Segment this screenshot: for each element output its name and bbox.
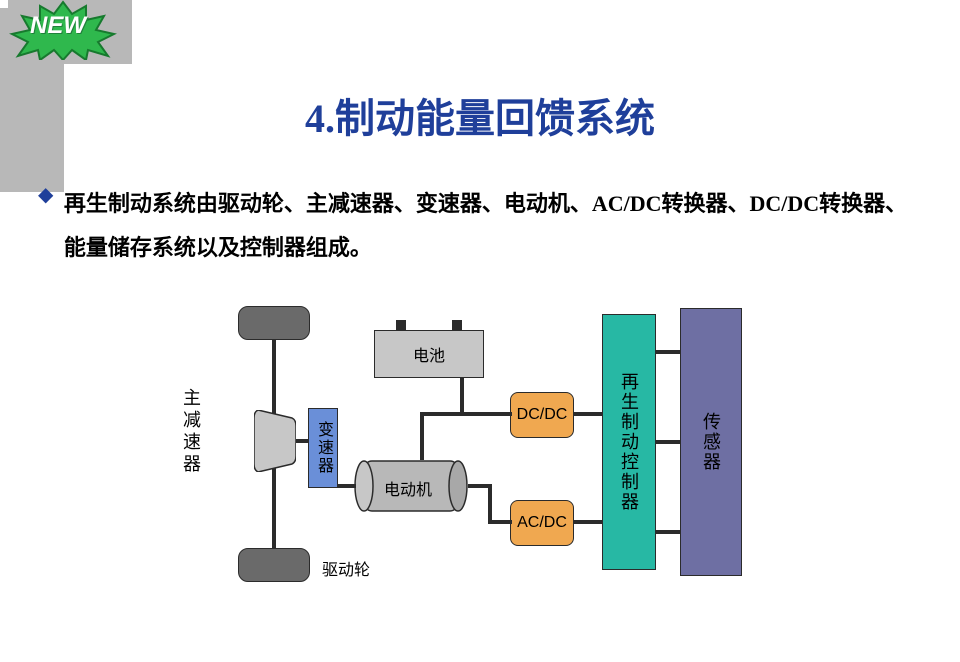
- battery-terminal-1: [396, 320, 406, 330]
- bullet-block: ◆ 再生制动系统由驱动轮、主减速器、变速器、电动机、AC/DC转换器、DC/DC…: [38, 182, 922, 270]
- label-drive-wheel: 驱动轮: [322, 556, 370, 580]
- label-sensor: 传感器: [698, 412, 724, 472]
- slide-title-wrap: 4.制动能量回馈系统: [0, 86, 960, 144]
- edge-bus-to-dcdc: [420, 412, 512, 416]
- edge-ctrl-sensor-1: [656, 350, 680, 354]
- node-acdc: AC/DC: [510, 500, 574, 546]
- system-diagram: 主减速器 变速器 电动机 电池 DC/DC: [160, 300, 800, 600]
- edge-motor-down: [488, 484, 492, 522]
- node-gearbox: 变速器: [308, 408, 338, 488]
- node-controller: 再生制动控制器: [602, 314, 656, 570]
- edge-ctrl-sensor-3: [656, 530, 680, 534]
- label-battery: 电池: [413, 342, 445, 366]
- slide-title: 4.制动能量回馈系统: [305, 96, 655, 141]
- slide: NEW 4.制动能量回馈系统 ◆ 再生制动系统由驱动轮、主减速器、变速器、电动机…: [0, 0, 960, 662]
- bullet-marker-icon: ◆: [38, 182, 53, 207]
- edge-dcdc-controller: [574, 412, 602, 416]
- label-controller: 再生制动控制器: [616, 372, 642, 512]
- edge-gearbox-motor: [338, 484, 356, 488]
- node-reducer: [254, 410, 296, 472]
- node-wheel-top: [238, 306, 310, 340]
- bullet-text: 再生制动系统由驱动轮、主减速器、变速器、电动机、AC/DC转换器、DC/DC转换…: [64, 182, 910, 270]
- label-reducer: 主减速器: [178, 388, 204, 476]
- edge-ctrl-sensor-2: [656, 440, 680, 444]
- node-dcdc: DC/DC: [510, 392, 574, 438]
- label-gearbox: 变速器: [311, 421, 335, 475]
- node-wheel-bottom: [238, 548, 310, 582]
- edge-motor-up: [420, 412, 424, 460]
- node-motor: 电动机: [354, 460, 468, 512]
- battery-terminal-2: [452, 320, 462, 330]
- edge-battery-down: [460, 378, 464, 414]
- edge-motor-to-acdc: [488, 520, 512, 524]
- node-sensor: 传感器: [680, 308, 742, 576]
- label-dcdc: DC/DC: [517, 406, 568, 424]
- node-battery: 电池: [374, 330, 484, 378]
- edge-reducer-gearbox: [296, 439, 308, 443]
- label-motor: 电动机: [384, 476, 432, 500]
- label-acdc: AC/DC: [517, 514, 567, 532]
- edge-acdc-controller: [574, 520, 602, 524]
